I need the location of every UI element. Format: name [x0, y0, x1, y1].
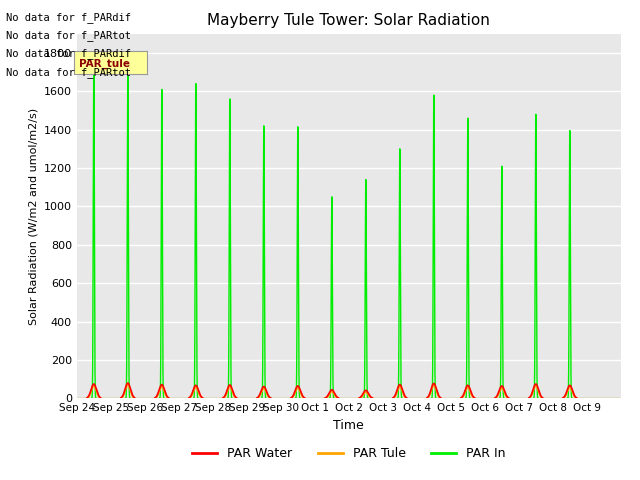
- Title: Mayberry Tule Tower: Solar Radiation: Mayberry Tule Tower: Solar Radiation: [207, 13, 490, 28]
- Legend: PAR Water, PAR Tule, PAR In: PAR Water, PAR Tule, PAR In: [188, 442, 510, 465]
- Text: No data for f_PARtot: No data for f_PARtot: [6, 30, 131, 41]
- Y-axis label: Solar Radiation (W/m2 and umol/m2/s): Solar Radiation (W/m2 and umol/m2/s): [28, 108, 38, 324]
- Text: No data for f_PARdif: No data for f_PARdif: [6, 12, 131, 23]
- Text: No data for f_PARtot: No data for f_PARtot: [6, 67, 131, 78]
- Text: PAR_tule: PAR_tule: [79, 59, 131, 69]
- Text: No data for f_PARdif: No data for f_PARdif: [6, 48, 131, 60]
- X-axis label: Time: Time: [333, 419, 364, 432]
